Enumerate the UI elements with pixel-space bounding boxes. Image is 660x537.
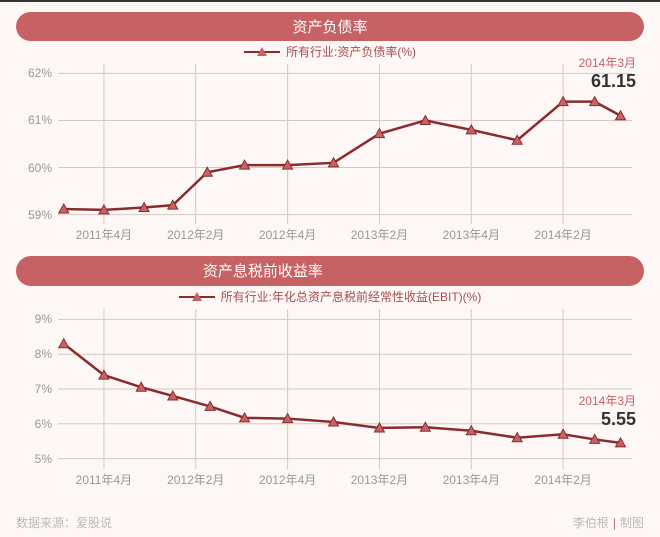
chart-svg [58,64,632,224]
footer-author-role: 制图 [620,516,644,530]
ebit-panel: 资产息税前收益率 (扣除非经常性损益) 所有行业:年化总资产息税前经常性收益(E… [16,254,644,469]
chart1-legend-text: 所有行业:资产负债率(%) [286,43,416,60]
y-tick-label: 7% [35,382,58,396]
y-tick-label: 6% [35,417,58,431]
y-tick-label: 62% [28,66,58,80]
y-tick-label: 60% [28,161,58,175]
x-tick-label: 2013年2月 [351,469,408,488]
footer: 数据来源：爱股说 李伯根 | 制图 [16,514,644,531]
chart2-title: 资产息税前收益率 (扣除非经常性损益) [16,256,644,286]
chart2-title-main: 资产息税前收益率 [203,263,323,280]
x-tick-label: 2012年2月 [167,224,224,243]
chart2-callout-date: 2014年3月 [579,392,636,409]
chart1-callout-value: 61.15 [579,71,636,92]
y-tick-label: 8% [35,347,58,361]
x-tick-label: 2013年4月 [443,469,500,488]
footer-author-name: 李伯根 [573,516,609,530]
footer-author: 李伯根 | 制图 [573,514,644,531]
chart2-legend: 所有行业:年化总资产息税前经常性收益(EBIT)(%) [16,288,644,305]
x-tick-label: 2014年2月 [534,469,591,488]
footer-source-prefix: 数据来源： [16,516,76,530]
chart1-legend: 所有行业:资产负债率(%) [16,43,644,60]
chart-svg [58,309,632,469]
chart2-callout-value: 5.55 [579,409,636,430]
y-tick-label: 61% [28,113,58,127]
debt-ratio-panel: 资产负债率 所有行业:资产负债率(%) 2014年3月 61.15 59%60%… [16,10,644,224]
y-tick-label: 59% [28,208,58,222]
separator-icon: | [613,516,616,530]
y-tick-label: 5% [35,452,58,466]
y-tick-label: 9% [35,312,58,326]
x-tick-label: 2012年4月 [259,224,316,243]
footer-source: 数据来源：爱股说 [16,514,112,531]
footer-source-name: 爱股说 [76,516,112,530]
x-tick-label: 2012年2月 [167,469,224,488]
chart1-title: 资产负债率 [16,12,644,41]
chart1-callout-date: 2014年3月 [579,54,636,71]
x-tick-label: 2011年4月 [76,469,132,488]
chart2-legend-text: 所有行业:年化总资产息税前经常性收益(EBIT)(%) [221,288,482,305]
chart2-title-sublabel: (扣除非经常性损益) [331,261,457,282]
chart2-callout: 2014年3月 5.55 [579,392,636,430]
chart2-plot: 2014年3月 5.55 5%6%7%8%9%2011年4月2012年2月201… [58,309,632,469]
x-tick-label: 2014年2月 [534,224,591,243]
triangle-line-icon [179,291,215,303]
chart1-callout: 2014年3月 61.15 [579,54,636,92]
x-tick-label: 2013年4月 [443,224,500,243]
chart1-plot: 2014年3月 61.15 59%60%61%62%2011年4月2012年2月… [58,64,632,224]
chart-container: infzm.com 资产负债率 所有行业:资产负债率(%) 2014年3月 61… [0,0,660,537]
triangle-line-icon [244,46,280,58]
x-tick-label: 2013年2月 [351,224,408,243]
x-tick-label: 2011年4月 [76,224,132,243]
x-tick-label: 2012年4月 [259,469,316,488]
